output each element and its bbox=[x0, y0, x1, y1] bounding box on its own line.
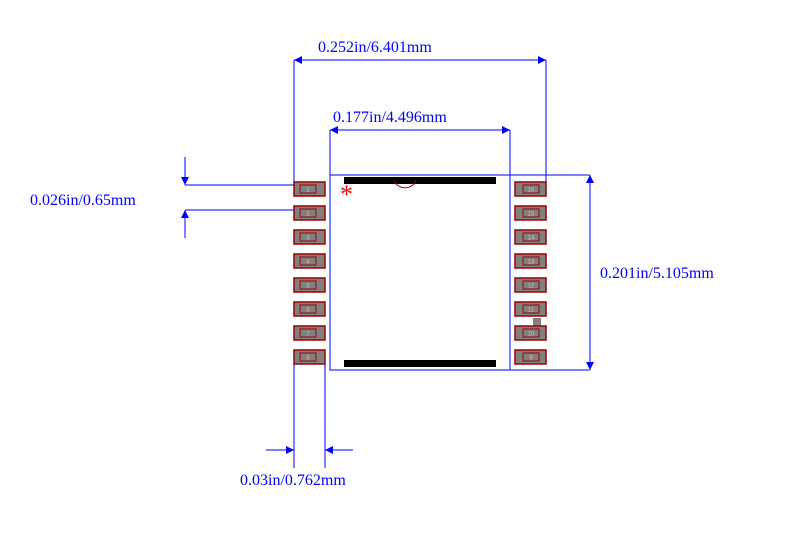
pad-number: 16 bbox=[528, 188, 535, 194]
arrowhead bbox=[181, 210, 189, 218]
arrowhead bbox=[502, 126, 510, 134]
arrowhead bbox=[294, 56, 302, 64]
package-body bbox=[330, 175, 510, 370]
arrowhead bbox=[538, 56, 546, 64]
pad-number: 12 bbox=[528, 284, 535, 290]
arrowhead bbox=[286, 446, 294, 454]
dim-pad-pitch: 0.026in/0.65mm bbox=[30, 192, 136, 209]
arrowhead bbox=[586, 175, 594, 183]
pin1-mark: * bbox=[340, 180, 353, 209]
body-edge-bar bbox=[344, 360, 496, 367]
body-edge-bar bbox=[344, 177, 496, 184]
index-square bbox=[533, 318, 541, 326]
arrowhead bbox=[325, 446, 333, 454]
pad-number: 15 bbox=[528, 212, 535, 218]
package-drawing: *123456781615141312111090.252in/6.401mm0… bbox=[0, 0, 800, 547]
dim-overall-width: 0.252in/6.401mm bbox=[318, 39, 432, 56]
arrowhead bbox=[330, 126, 338, 134]
pad-number: 14 bbox=[528, 236, 535, 242]
arrowhead bbox=[586, 362, 594, 370]
arrowhead bbox=[181, 177, 189, 185]
dim-body-height: 0.201in/5.105mm bbox=[600, 265, 714, 282]
dim-body-width: 0.177in/4.496mm bbox=[333, 109, 447, 126]
dim-pad-width: 0.03in/0.762mm bbox=[240, 472, 346, 489]
pad-number: 10 bbox=[528, 332, 535, 338]
pad-number: 11 bbox=[528, 308, 535, 314]
pad-number: 13 bbox=[528, 260, 535, 266]
